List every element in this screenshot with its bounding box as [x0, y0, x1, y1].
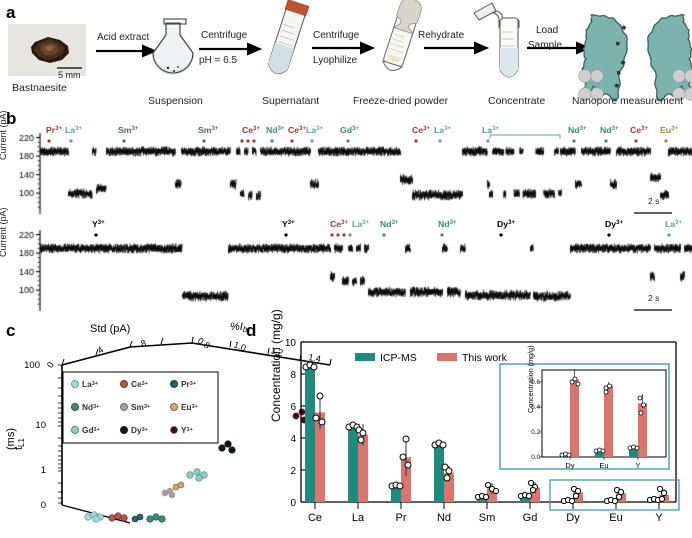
svg-text:0.0: 0.0: [531, 454, 540, 461]
svg-text:6: 6: [290, 402, 296, 413]
svg-text:Concentration (mg/g): Concentration (mg/g): [526, 345, 535, 413]
svg-text:Eu: Eu: [599, 461, 608, 470]
svg-text:Ce: Ce: [308, 512, 322, 524]
svg-text:Y: Y: [655, 512, 663, 524]
svg-text:Eu: Eu: [609, 512, 622, 524]
svg-text:Y: Y: [635, 461, 640, 470]
svg-text:2: 2: [290, 466, 296, 477]
svg-text:Dy: Dy: [565, 461, 574, 470]
svg-text:4: 4: [290, 434, 296, 445]
svg-text:0: 0: [290, 498, 296, 509]
svg-text:8: 8: [290, 370, 296, 381]
svg-text:Gd: Gd: [523, 512, 538, 524]
svg-text:d: d: [246, 321, 256, 340]
svg-text:Concentration (mg/g): Concentration (mg/g): [269, 309, 283, 422]
svg-text:0.2: 0.2: [531, 429, 540, 436]
svg-text:Pr: Pr: [396, 512, 407, 524]
svg-text:10: 10: [285, 338, 297, 349]
svg-text:Dy: Dy: [566, 512, 580, 524]
svg-text:Sm: Sm: [479, 512, 496, 524]
svg-text:This work: This work: [462, 352, 508, 364]
svg-text:La: La: [352, 512, 365, 524]
svg-text:ICP-MS: ICP-MS: [380, 352, 417, 364]
svg-text:Nd: Nd: [437, 512, 451, 524]
